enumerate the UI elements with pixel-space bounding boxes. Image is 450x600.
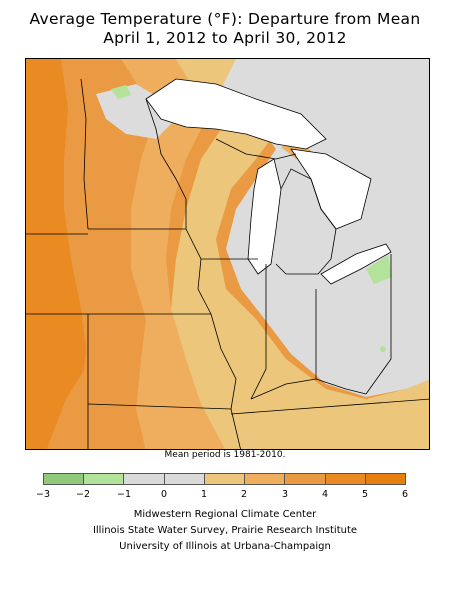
region-minus-1-spot	[380, 346, 386, 352]
legend-swatch	[84, 474, 125, 484]
state-borders	[26, 78, 429, 449]
map-canvas	[26, 59, 429, 449]
credit-mrcc: Midwestern Regional Climate Center	[133, 509, 317, 520]
color-legend	[43, 473, 406, 485]
great-lakes	[145, 78, 392, 285]
region-minus-1-north	[111, 85, 131, 99]
lake-michigan	[247, 158, 282, 275]
legend-tick: −1	[116, 489, 131, 500]
legend-swatch	[204, 474, 246, 484]
region-zero-to-plus-1	[216, 59, 429, 397]
legend-swatch	[44, 474, 85, 484]
credit-isws: Illinois State Water Survey, Prairie Res…	[92, 525, 358, 536]
region-plus-2-to-3	[121, 59, 246, 449]
legend-swatch	[124, 474, 165, 484]
temperature-departure-map	[25, 58, 430, 450]
legend-swatch	[325, 474, 366, 484]
legend-swatch	[285, 474, 326, 484]
legend-tick: −3	[35, 489, 50, 500]
mean-period-note: Mean period is 1981-2010.	[164, 450, 286, 460]
region-plus-1-to-2	[171, 59, 429, 449]
legend-ticks: −3 −2 −1 0 1 2 3 4 5 6	[0, 489, 450, 501]
legend-tick: 4	[321, 489, 329, 500]
legend-tick: 2	[240, 489, 248, 500]
legend-tick: 6	[401, 489, 409, 500]
legend-tick: 1	[200, 489, 208, 500]
credit-uiuc: University of Illinois at Urbana-Champai…	[119, 541, 331, 552]
region-plus-3-to-4	[61, 59, 166, 449]
map-title-line1: Average Temperature (°F): Departure from…	[29, 10, 421, 28]
lake-erie	[320, 243, 392, 285]
legend-tick: 0	[160, 489, 168, 500]
legend-tick: 3	[281, 489, 289, 500]
lake-superior	[145, 78, 327, 150]
map-title-line2: April 1, 2012 to April 30, 2012	[103, 29, 347, 47]
legend-tick: −2	[75, 489, 90, 500]
legend-tick: 5	[361, 489, 369, 500]
legend-swatch	[245, 474, 286, 484]
region-minus-1-ohio	[366, 255, 392, 284]
legend-swatch	[365, 474, 405, 484]
legend-swatch	[164, 474, 205, 484]
